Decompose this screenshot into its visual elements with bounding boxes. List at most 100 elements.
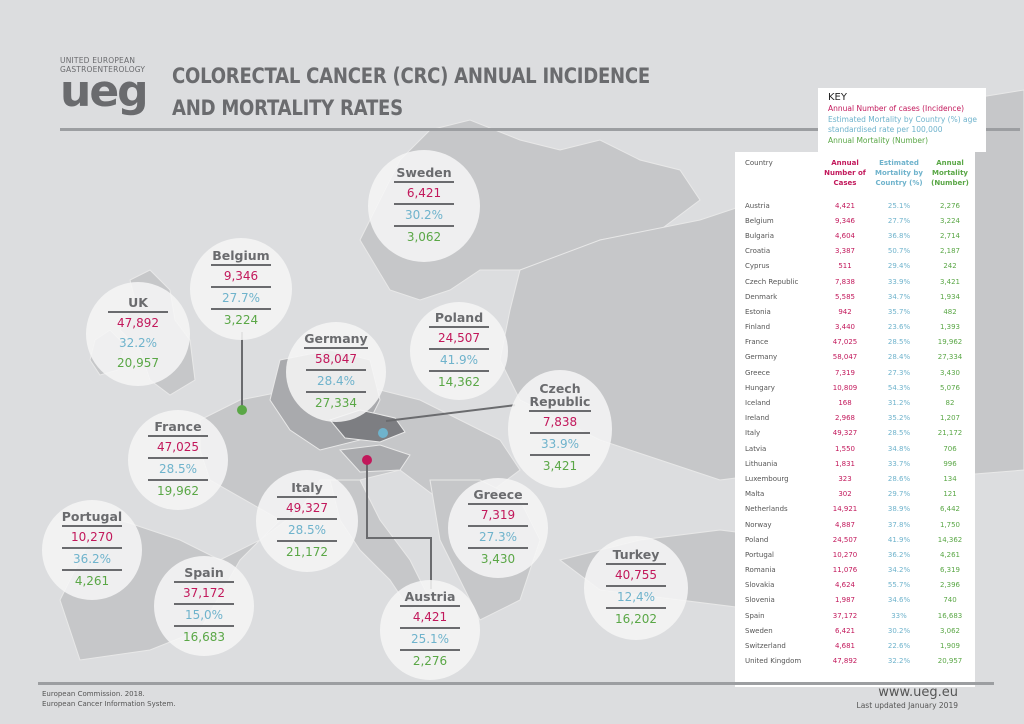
cell-country: Bulgaria <box>745 231 775 240</box>
austria-pin <box>362 455 372 465</box>
cell-cases: 942 <box>838 307 852 316</box>
cell-mortality-pct: 33.9% <box>887 277 911 286</box>
cell-mortality-num: 19,962 <box>937 338 963 347</box>
bubble-country: Czech Republic <box>529 382 591 412</box>
ueg-logo: UNITED EUROPEAN GASTROENTEROLOGY ueg <box>60 56 149 114</box>
data-table: Country Annual Number of Cases Estimated… <box>741 156 973 669</box>
cell-country: Poland <box>745 535 769 544</box>
map-austria <box>338 444 411 473</box>
table-row: Czech Republic 7,838 33.9% 3,421 <box>741 274 973 289</box>
cell-mortality-num: 242 <box>943 262 957 271</box>
bubble-turkey: Turkey 40,755 12,4% 16,202 <box>584 536 688 640</box>
cell-mortality-pct: 55.7% <box>887 581 911 590</box>
table-row: Iceland 168 31.2% 82 <box>741 395 973 410</box>
cell-mortality-pct: 27.7% <box>887 216 911 225</box>
cell-country: Germany <box>745 353 778 362</box>
cell-mortality-num: 2,396 <box>939 581 961 590</box>
cell-mortality-num: 1,393 <box>939 323 961 332</box>
cell-mortality-pct: 25.1% <box>887 201 911 210</box>
bubble-pct: 28.5% <box>148 459 208 481</box>
cell-country: Croatia <box>745 247 771 256</box>
table-row: Romania 11,076 34.2% 6,319 <box>741 563 973 578</box>
cell-mortality-num: 82 <box>945 399 955 408</box>
bubble-pct: 28.4% <box>306 371 366 393</box>
cell-mortality-pct: 34.6% <box>887 596 911 605</box>
header-divider <box>60 128 1020 131</box>
cell-cases: 3,440 <box>834 323 856 332</box>
cell-mortality-num: 706 <box>943 444 957 453</box>
bubble-cases: 47,025 <box>148 437 208 459</box>
title-line2: AND MORTALITY RATES <box>172 96 403 120</box>
table-row: Lithuania 1,831 33.7% 996 <box>741 456 973 471</box>
bubble-cases: 9,346 <box>211 266 271 288</box>
cell-mortality-pct: 34.8% <box>887 444 911 453</box>
cell-country: Norway <box>745 520 772 529</box>
bubble-cases: 37,172 <box>174 583 234 605</box>
cell-country: Slovenia <box>745 596 775 605</box>
cell-country: Cyprus <box>745 262 770 271</box>
bubble-country: Italy <box>277 481 337 498</box>
cell-country: France <box>745 338 769 347</box>
org-name-line2: GASTROENTEROLOGY <box>60 65 146 74</box>
cell-mortality-pct: 34.7% <box>887 292 911 301</box>
cell-mortality-pct: 54.3% <box>887 383 911 392</box>
belgium-pin <box>237 405 247 415</box>
bubble-deaths: 4,261 <box>74 573 110 588</box>
bubble-greece: Greece 7,319 27.3% 3,430 <box>448 478 548 578</box>
cell-country: Spain <box>745 611 765 620</box>
cell-country: Latvia <box>745 444 767 453</box>
bubble-country: Poland <box>429 311 489 328</box>
bubble-country: Germany <box>304 332 368 349</box>
table-row: Malta 302 29.7% 121 <box>741 487 973 502</box>
source-note: European Commission. 2018. European Canc… <box>42 689 176 709</box>
cell-country: Netherlands <box>745 505 788 514</box>
source-line1: European Commission. 2018. <box>42 690 145 698</box>
table-row: Italy 49,327 28.5% 21,172 <box>741 426 973 441</box>
table-row: Bulgaria 4,604 36.8% 2,714 <box>741 228 973 243</box>
bubble-cases: 40,755 <box>606 565 666 587</box>
key-mortality-num: Annual Mortality (Number) <box>828 135 929 145</box>
cell-mortality-pct: 30.2% <box>887 626 911 635</box>
bubble-cases: 49,327 <box>277 498 337 520</box>
cell-mortality-num: 1,909 <box>939 642 961 651</box>
cell-country: Portugal <box>745 550 774 559</box>
bubble-country: UK <box>108 296 168 313</box>
bubble-italy: Italy 49,327 28.5% 21,172 <box>256 470 358 572</box>
bubble-cases: 47,892 <box>117 315 159 330</box>
bubble-country: Spain <box>174 566 234 583</box>
cell-country: United Kingdom <box>745 657 802 666</box>
bubble-cases: 24,507 <box>429 328 489 350</box>
cell-cases: 10,809 <box>832 383 858 392</box>
table-row: Cyprus 511 29.4% 242 <box>741 259 973 274</box>
bubble-deaths: 3,430 <box>480 551 516 566</box>
cell-country: Belgium <box>745 216 774 225</box>
bubble-deaths: 16,683 <box>183 629 225 644</box>
cell-cases: 7,838 <box>834 277 856 286</box>
bubble-deaths: 3,421 <box>542 459 578 473</box>
table-row: Estonia 942 35.7% 482 <box>741 304 973 319</box>
cell-cases: 1,550 <box>834 444 856 453</box>
table-row: Germany 58,047 28.4% 27,334 <box>741 350 973 365</box>
cell-country: Hungary <box>745 383 775 392</box>
cell-cases: 10,270 <box>832 550 858 559</box>
cell-mortality-num: 1,750 <box>939 520 961 529</box>
last-updated: Last updated January 2019 <box>856 701 958 710</box>
bubble-deaths: 21,172 <box>286 544 328 559</box>
cell-mortality-num: 121 <box>943 490 957 499</box>
bubble-country: Portugal <box>61 510 123 527</box>
bubble-pct: 12,4% <box>606 587 666 609</box>
table-row: Croatia 3,387 50.7% 2,187 <box>741 244 973 259</box>
cell-mortality-num: 3,421 <box>939 277 961 286</box>
bubble-cases: 7,838 <box>530 412 590 434</box>
cell-cases: 24,507 <box>832 535 858 544</box>
table-row: Luxembourg 323 28.6% 134 <box>741 471 973 486</box>
cell-mortality-pct: 28.5% <box>887 429 911 438</box>
bubble-czech-republic: Czech Republic 7,838 33.9% 3,421 <box>508 370 612 488</box>
footer-divider <box>38 682 994 685</box>
cell-cases: 14,921 <box>832 505 858 514</box>
austria-connector-line-v2 <box>430 537 432 589</box>
header-mortality-pct: Estimated Mortality by Country (%) <box>874 159 923 187</box>
cell-cases: 37,172 <box>832 611 858 620</box>
bubble-deaths: 14,362 <box>438 374 480 389</box>
website-link[interactable]: www.ueg.eu <box>878 685 958 700</box>
